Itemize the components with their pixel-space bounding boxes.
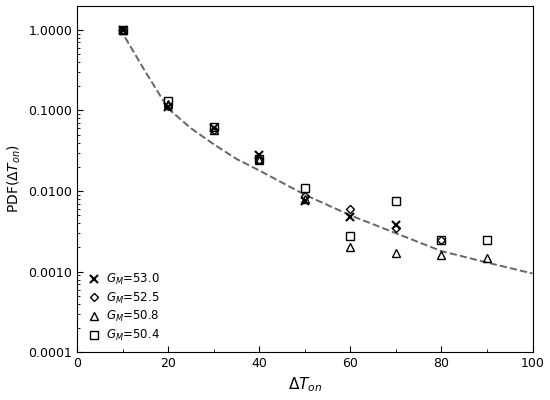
Line: $G_M$=52.5: $G_M$=52.5 xyxy=(120,27,444,242)
$G_M$=50.4 xyxy=(347,233,354,238)
Legend: $G_M$=53.0, $G_M$=52.5, $G_M$=50.8, $G_M$=50.4: $G_M$=53.0, $G_M$=52.5, $G_M$=50.8, $G_M… xyxy=(83,268,163,346)
$G_M$=50.8 xyxy=(393,251,399,256)
$G_M$=53.0 xyxy=(211,126,217,131)
$G_M$=50.4 xyxy=(211,125,217,130)
$G_M$=50.8 xyxy=(256,158,263,163)
Line: $G_M$=53.0: $G_M$=53.0 xyxy=(119,26,400,229)
$G_M$=52.5 xyxy=(165,103,172,108)
$G_M$=53.0 xyxy=(347,214,354,219)
$G_M$=50.4 xyxy=(393,199,399,204)
$G_M$=50.8 xyxy=(483,255,490,260)
$G_M$=50.8 xyxy=(438,253,445,258)
$G_M$=50.4 xyxy=(119,28,126,32)
Y-axis label: PDF($\Delta T_{on}$): PDF($\Delta T_{on}$) xyxy=(6,144,23,214)
$G_M$=50.4 xyxy=(301,185,308,190)
$G_M$=52.5 xyxy=(347,206,354,211)
$G_M$=53.0 xyxy=(393,222,399,227)
$G_M$=52.5 xyxy=(393,226,399,230)
$G_M$=50.8 xyxy=(165,102,172,106)
$G_M$=53.0 xyxy=(119,28,126,32)
$G_M$=52.5 xyxy=(301,193,308,198)
$G_M$=50.4 xyxy=(438,237,445,242)
X-axis label: $\Delta T_{on}$: $\Delta T_{on}$ xyxy=(288,376,322,394)
$G_M$=50.8 xyxy=(211,127,217,132)
$G_M$=52.5 xyxy=(211,127,217,132)
Line: $G_M$=50.4: $G_M$=50.4 xyxy=(119,26,491,244)
$G_M$=50.8 xyxy=(301,196,308,201)
$G_M$=50.4 xyxy=(165,99,172,104)
$G_M$=53.0 xyxy=(256,153,263,158)
Line: $G_M$=50.8: $G_M$=50.8 xyxy=(119,26,491,262)
$G_M$=52.5 xyxy=(438,237,445,242)
$G_M$=53.0 xyxy=(301,199,308,204)
$G_M$=50.8 xyxy=(119,28,126,32)
$G_M$=52.5 xyxy=(256,158,263,163)
$G_M$=50.8 xyxy=(347,245,354,250)
$G_M$=50.4 xyxy=(483,237,490,242)
$G_M$=50.4 xyxy=(256,156,263,161)
$G_M$=53.0 xyxy=(165,105,172,110)
$G_M$=52.5 xyxy=(119,28,126,32)
